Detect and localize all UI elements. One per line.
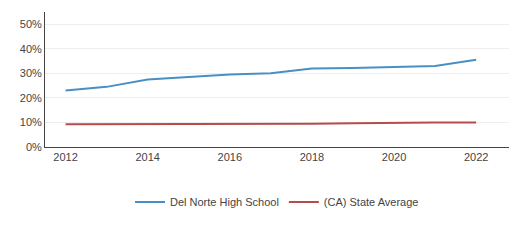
svg-text:30%: 30% xyxy=(20,67,42,79)
svg-text:2022: 2022 xyxy=(464,151,488,163)
svg-text:2018: 2018 xyxy=(300,151,324,163)
svg-text:Del Norte High School: Del Norte High School xyxy=(170,196,279,208)
svg-text:10%: 10% xyxy=(20,116,42,128)
svg-text:2020: 2020 xyxy=(382,151,406,163)
svg-text:2016: 2016 xyxy=(218,151,242,163)
svg-text:2014: 2014 xyxy=(135,151,159,163)
svg-text:(CA) State Average: (CA) State Average xyxy=(324,196,419,208)
svg-text:0%: 0% xyxy=(26,141,42,153)
svg-text:2012: 2012 xyxy=(53,151,77,163)
svg-text:50%: 50% xyxy=(20,18,42,30)
svg-text:20%: 20% xyxy=(20,92,42,104)
svg-text:40%: 40% xyxy=(20,43,42,55)
